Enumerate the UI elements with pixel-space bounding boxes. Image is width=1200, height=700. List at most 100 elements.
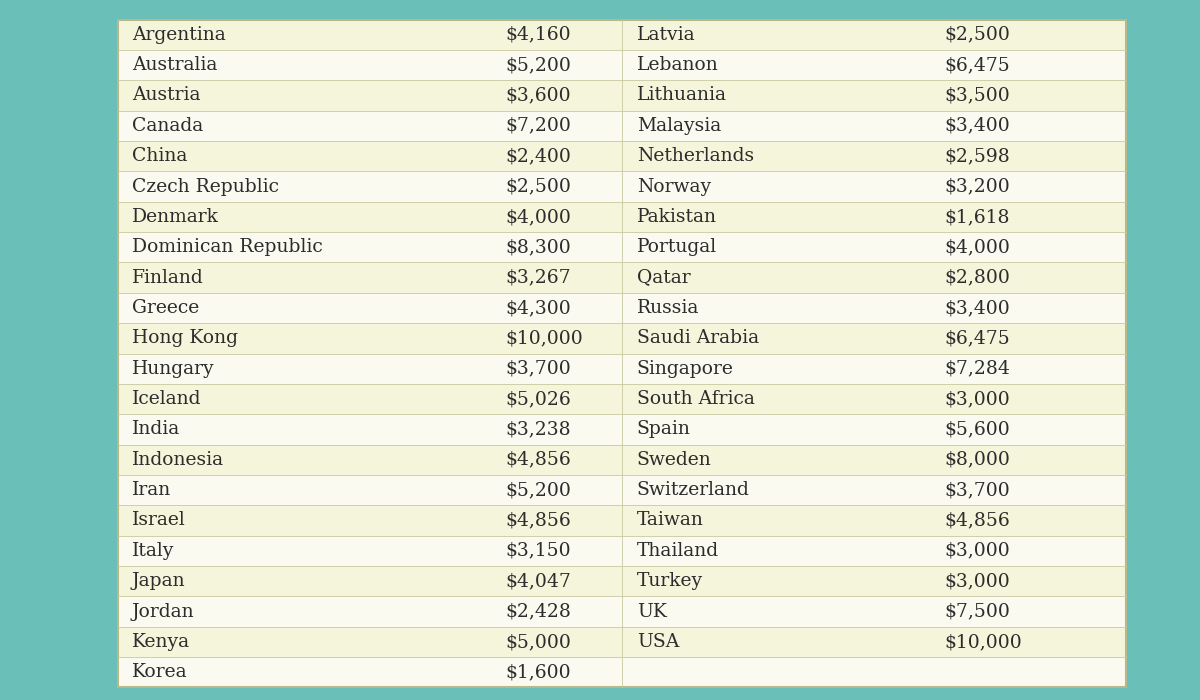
Text: $7,200: $7,200 [505,117,571,135]
Text: Dominican Republic: Dominican Republic [132,238,323,256]
Text: Hungary: Hungary [132,360,215,378]
FancyBboxPatch shape [118,596,1126,626]
Text: Italy: Italy [132,542,174,560]
FancyBboxPatch shape [118,262,1126,293]
Text: Iran: Iran [132,481,172,499]
Text: South Africa: South Africa [637,390,755,408]
Text: Spain: Spain [637,421,690,438]
Text: Hong Kong: Hong Kong [132,329,238,347]
Text: Denmark: Denmark [132,208,218,226]
Text: $6,475: $6,475 [944,329,1010,347]
Text: $7,284: $7,284 [944,360,1010,378]
Text: Singapore: Singapore [637,360,733,378]
Text: Korea: Korea [132,663,187,681]
Text: $3,600: $3,600 [505,87,571,104]
Text: $3,200: $3,200 [944,178,1010,195]
FancyBboxPatch shape [118,172,1126,202]
Text: $5,600: $5,600 [944,421,1010,438]
Text: $6,475: $6,475 [944,56,1010,74]
Text: $4,856: $4,856 [505,451,571,469]
FancyBboxPatch shape [118,384,1126,414]
Text: $10,000: $10,000 [944,633,1022,651]
FancyBboxPatch shape [118,141,1126,172]
Text: $3,400: $3,400 [944,117,1010,135]
Text: $1,600: $1,600 [505,663,571,681]
Text: $2,500: $2,500 [944,26,1010,44]
Text: Netherlands: Netherlands [637,147,754,165]
Text: Czech Republic: Czech Republic [132,178,278,195]
Text: $3,700: $3,700 [505,360,571,378]
Text: $2,428: $2,428 [505,603,571,620]
Text: Lebanon: Lebanon [637,56,719,74]
Text: $2,500: $2,500 [505,178,571,195]
Text: China: China [132,147,187,165]
Text: $3,000: $3,000 [944,542,1010,560]
FancyBboxPatch shape [118,323,1126,354]
Text: Portugal: Portugal [637,238,716,256]
Text: $4,300: $4,300 [505,299,571,317]
Text: Iceland: Iceland [132,390,202,408]
FancyBboxPatch shape [118,505,1126,536]
Text: Turkey: Turkey [637,572,703,590]
Text: India: India [132,421,180,438]
FancyBboxPatch shape [118,354,1126,384]
Text: Kenya: Kenya [132,633,190,651]
Text: $5,000: $5,000 [505,633,571,651]
Text: USA: USA [637,633,679,651]
FancyBboxPatch shape [118,657,1126,687]
Text: Switzerland: Switzerland [637,481,750,499]
Text: Argentina: Argentina [132,26,226,44]
Text: $5,200: $5,200 [505,481,571,499]
Text: $5,026: $5,026 [505,390,571,408]
Text: $2,598: $2,598 [944,147,1010,165]
Text: $4,000: $4,000 [505,208,571,226]
Text: Japan: Japan [132,572,186,590]
Text: $3,500: $3,500 [944,87,1010,104]
Text: $3,267: $3,267 [505,269,571,286]
Text: $2,400: $2,400 [505,147,571,165]
Text: $4,856: $4,856 [944,512,1010,529]
FancyBboxPatch shape [118,536,1126,566]
FancyBboxPatch shape [118,293,1126,323]
Text: Russia: Russia [637,299,700,317]
Text: $3,000: $3,000 [944,390,1010,408]
FancyBboxPatch shape [118,475,1126,505]
FancyBboxPatch shape [118,80,1126,111]
Text: Taiwan: Taiwan [637,512,703,529]
Text: Pakistan: Pakistan [637,208,716,226]
Text: Canada: Canada [132,117,203,135]
FancyBboxPatch shape [118,444,1126,475]
Text: Israel: Israel [132,512,186,529]
Text: Greece: Greece [132,299,199,317]
Text: $10,000: $10,000 [505,329,583,347]
FancyBboxPatch shape [118,50,1126,80]
Text: $7,500: $7,500 [944,603,1010,620]
Text: Indonesia: Indonesia [132,451,224,469]
Text: Finland: Finland [132,269,204,286]
Text: Latvia: Latvia [637,26,695,44]
Text: Saudi Arabia: Saudi Arabia [637,329,758,347]
Text: $3,150: $3,150 [505,542,571,560]
Text: Sweden: Sweden [637,451,712,469]
Text: $3,400: $3,400 [944,299,1010,317]
Text: Malaysia: Malaysia [637,117,721,135]
FancyBboxPatch shape [118,414,1126,444]
FancyBboxPatch shape [118,566,1126,596]
Text: Qatar: Qatar [637,269,690,286]
Text: $4,160: $4,160 [505,26,571,44]
Text: Thailand: Thailand [637,542,719,560]
FancyBboxPatch shape [118,202,1126,232]
FancyBboxPatch shape [118,20,1126,50]
Text: $5,200: $5,200 [505,56,571,74]
Text: $1,618: $1,618 [944,208,1009,226]
Text: $8,300: $8,300 [505,238,571,256]
Text: $3,700: $3,700 [944,481,1010,499]
Text: $3,238: $3,238 [505,421,571,438]
Text: Austria: Austria [132,87,200,104]
Text: $4,000: $4,000 [944,238,1010,256]
Text: Lithuania: Lithuania [637,87,727,104]
Text: $3,000: $3,000 [944,572,1010,590]
Text: $4,856: $4,856 [505,512,571,529]
Text: UK: UK [637,603,666,620]
Text: Jordan: Jordan [132,603,194,620]
